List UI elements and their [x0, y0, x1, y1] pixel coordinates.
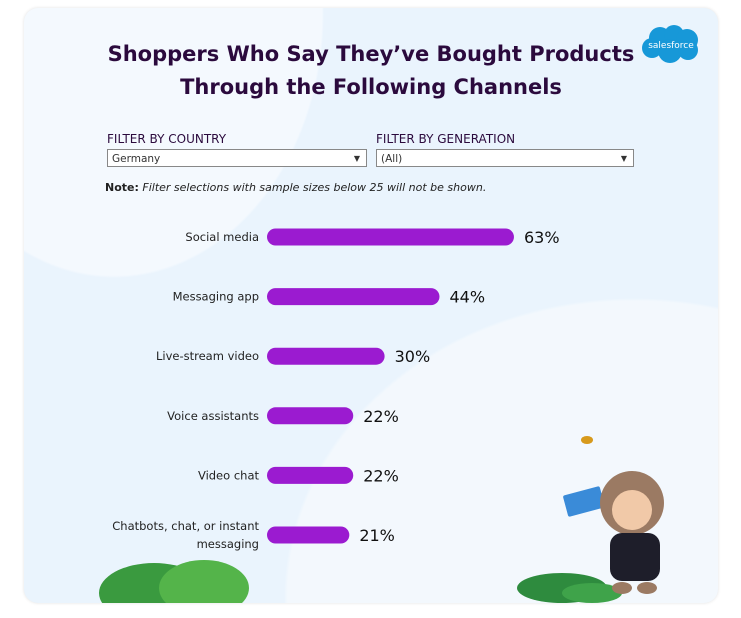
dashboard-card: Shoppers Who Say They’ve Bought Products… [24, 8, 718, 603]
title-line-1: Shoppers Who Say They’ve Bought Products [107, 42, 635, 66]
category-label: Social media [185, 230, 259, 244]
data-label: 63% [524, 228, 560, 247]
bush-illustration [99, 560, 249, 603]
bar-4[interactable] [267, 466, 354, 484]
generation-filter-label: FILTER BY GENERATION [376, 132, 516, 146]
data-label: 21% [359, 526, 395, 545]
generation-filter-select[interactable]: (All) ▼ [376, 149, 634, 167]
data-label: 30% [395, 347, 431, 366]
trailblazer-mascot-illustration [517, 436, 664, 603]
bar-1[interactable] [267, 288, 440, 306]
data-label: 22% [363, 466, 399, 485]
note-prefix: Note: [105, 181, 139, 194]
category-label: Chatbots, chat, or instant messaging [112, 519, 259, 551]
bar-3[interactable] [267, 407, 354, 425]
bar-0[interactable] [267, 228, 514, 246]
country-filter-label: FILTER BY COUNTRY [107, 132, 227, 146]
bar-2[interactable] [267, 347, 385, 365]
salesforce-logo: salesforce [642, 25, 698, 63]
title-line-2: Through the Following Channels [180, 75, 562, 99]
dropdown-arrow-icon: ▼ [353, 154, 360, 163]
data-label: 22% [363, 407, 399, 426]
dropdown-arrow-icon: ▼ [620, 154, 627, 163]
chart-title: Shoppers Who Say They’ve Bought Products… [24, 38, 718, 104]
category-label: Messaging app [173, 290, 259, 304]
note: Note: Filter selections with sample size… [105, 181, 486, 194]
bar-chart: Social media 63% Messaging app 44% Live-stre… [112, 228, 560, 551]
country-filter-value: Germany [112, 153, 161, 165]
category-label: Video chat [198, 468, 260, 482]
category-label: Live-stream video [156, 349, 259, 363]
bar-5[interactable] [267, 526, 350, 544]
note-text: Filter selections with sample sizes belo… [142, 181, 487, 194]
country-filter-select[interactable]: Germany ▼ [107, 149, 367, 167]
svg-text:salesforce: salesforce [648, 41, 694, 51]
data-label: 44% [449, 288, 485, 307]
category-label: Voice assistants [167, 409, 259, 423]
generation-filter-value: (All) [381, 153, 403, 165]
